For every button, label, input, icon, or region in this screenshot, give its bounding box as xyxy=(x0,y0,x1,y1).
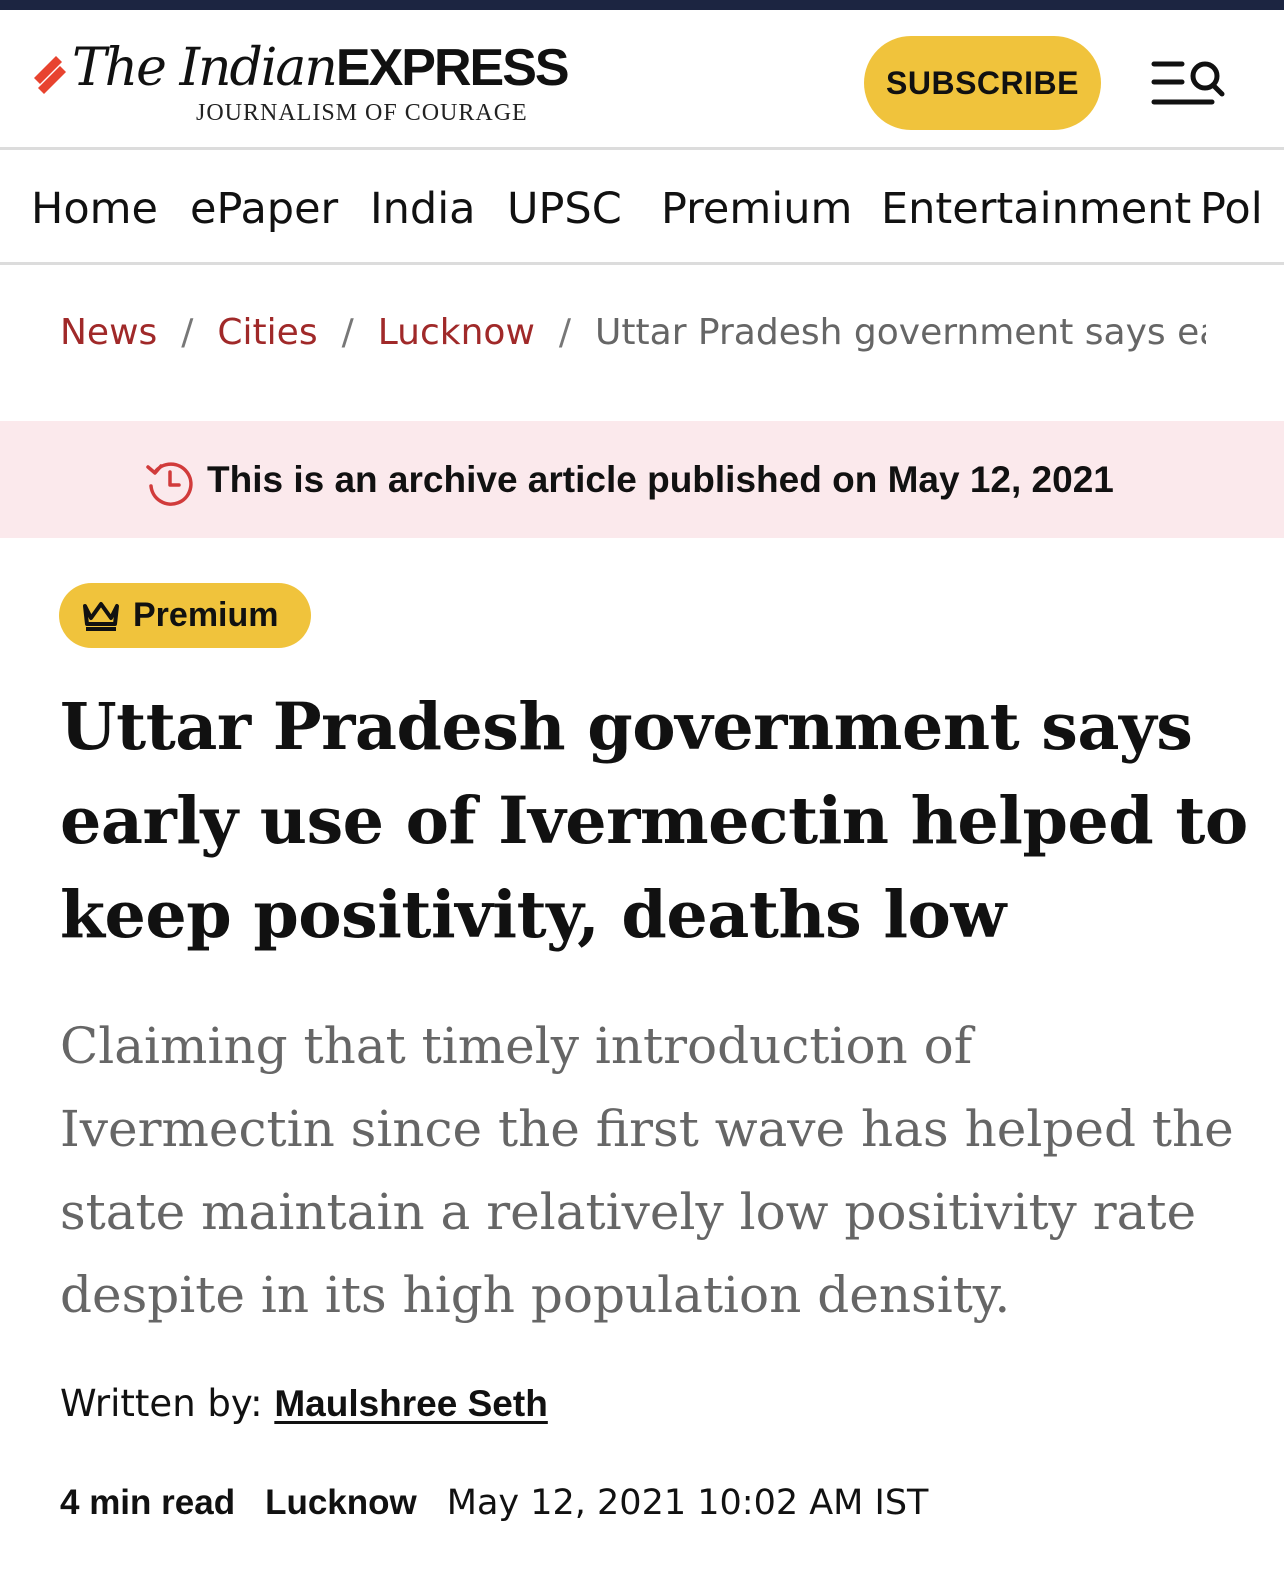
nav-item-entertainment[interactable]: Entertainment xyxy=(881,184,1192,234)
breadcrumb-cities[interactable]: Cities xyxy=(217,312,318,353)
nav-item-epaper[interactable]: ePaper xyxy=(190,184,339,234)
author-link[interactable]: Maulshree Seth xyxy=(274,1383,548,1424)
breadcrumb-current: Uttar Pradesh government says early xyxy=(595,312,1206,353)
breadcrumb-news[interactable]: News xyxy=(60,312,158,353)
nav-item-upsc[interactable]: UPSC xyxy=(507,184,622,234)
top-accent-bar xyxy=(0,0,1284,10)
clock-history-icon xyxy=(146,462,193,506)
logo-name-bold: EXPRESS xyxy=(335,39,570,97)
article-summary: Claiming that timely introduction of Ive… xyxy=(60,1017,1234,1324)
site-header: The IndianEXPRESS JOURNALISM OF COURAGE … xyxy=(0,10,1284,150)
breadcrumb-separator: / xyxy=(558,312,572,353)
archive-text: This is an archive article published on … xyxy=(207,459,1114,500)
byline: Written by: Maulshree Seth xyxy=(60,1382,548,1425)
logo-tagline: JOURNALISM OF COURAGE xyxy=(196,100,528,126)
logo-wordmark: The IndianEXPRESS xyxy=(72,38,570,98)
publish-date: May 12, 2021 10:02 AM IST xyxy=(446,1483,929,1523)
main-nav: Home ePaper India UPSC Premium Entertain… xyxy=(0,150,1284,265)
site-logo[interactable]: The IndianEXPRESS JOURNALISM OF COURAGE xyxy=(30,38,570,138)
premium-badge[interactable]: Premium xyxy=(59,583,311,648)
logo-name-italic: The Indian xyxy=(72,38,338,98)
logo-mark-icon xyxy=(34,56,66,94)
premium-label: Premium xyxy=(133,596,279,634)
archive-notice: This is an archive article published on … xyxy=(0,421,1284,538)
byline-label: Written by: xyxy=(60,1382,263,1425)
location-tag[interactable]: Lucknow xyxy=(265,1483,417,1522)
crown-icon xyxy=(83,602,119,631)
breadcrumb: News / Cities / Lucknow / Uttar Pradesh govern… xyxy=(60,312,1206,362)
nav-item-home[interactable]: Home xyxy=(31,184,158,234)
breadcrumb-separator: / xyxy=(341,312,354,353)
read-time: 4 min read xyxy=(60,1483,236,1522)
nav-item-premium[interactable]: Premium xyxy=(661,184,853,234)
breadcrumb-lucknow[interactable]: Lucknow xyxy=(377,312,535,353)
breadcrumb-separator: / xyxy=(181,312,194,353)
menu-search-icon[interactable] xyxy=(1150,58,1230,108)
article-meta: 4 min read Lucknow May 12, 2021 10:02 AM I… xyxy=(60,1483,928,1523)
nav-item-politics[interactable]: Pol xyxy=(1200,184,1263,234)
article-headline: Uttar Pradesh government says early use … xyxy=(60,689,1248,953)
subscribe-button[interactable]: SUBSCRIBE xyxy=(864,36,1101,130)
nav-item-india[interactable]: India xyxy=(370,184,476,234)
